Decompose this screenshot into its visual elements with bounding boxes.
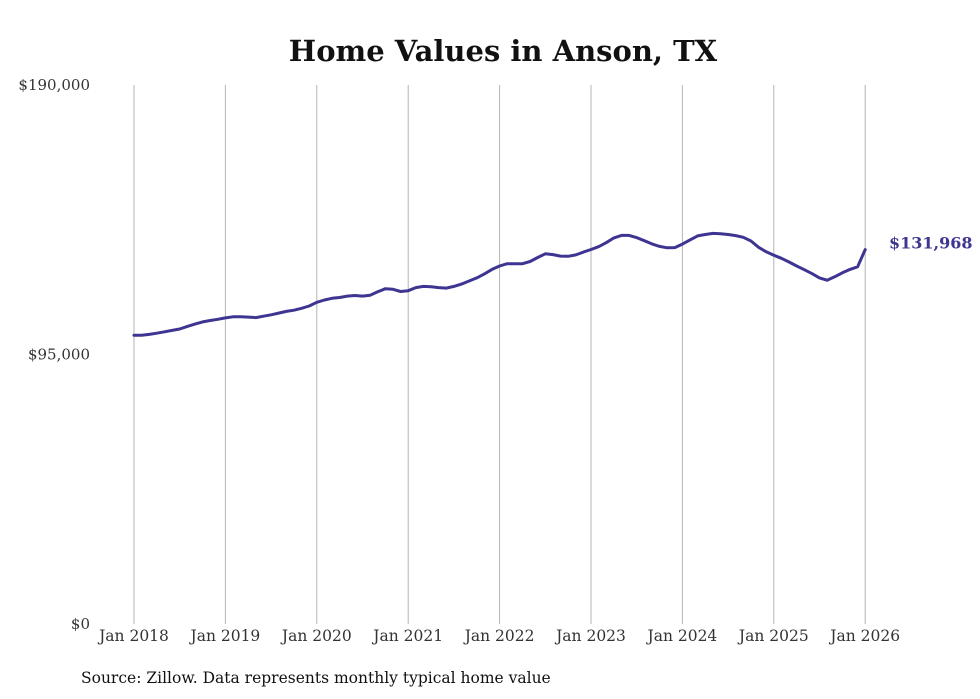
x-tick-label: Jan 2024 (645, 627, 717, 645)
y-tick-label: $95,000 (28, 346, 90, 364)
x-tick-label: Jan 2019 (188, 627, 260, 645)
y-axis-ticks: $190,000 $95,000 $0 (18, 76, 90, 633)
home-value-series-line (132, 231, 867, 337)
x-tick-label: Jan 2021 (371, 627, 443, 645)
x-axis-ticks: Jan 2018 Jan 2019 Jan 2020 Jan 2021 Jan 2022… (97, 627, 900, 645)
source-note: Source: Zillow. Data represents monthly … (81, 669, 551, 687)
y-tick-label: $190,000 (18, 76, 90, 94)
x-tick-label: Jan 2018 (97, 627, 169, 645)
end-value-label: $131,968 (889, 234, 973, 253)
x-tick-label: Jan 2025 (737, 627, 809, 645)
x-tick-label: Jan 2022 (463, 627, 535, 645)
chart-title: Home Values in Anson, TX (289, 34, 718, 68)
x-tick-label: Jan 2023 (554, 627, 626, 645)
vertical-grid (133, 85, 866, 624)
x-tick-label: Jan 2020 (280, 627, 352, 645)
y-tick-label: $0 (71, 615, 90, 633)
x-tick-label: Jan 2026 (828, 627, 900, 645)
